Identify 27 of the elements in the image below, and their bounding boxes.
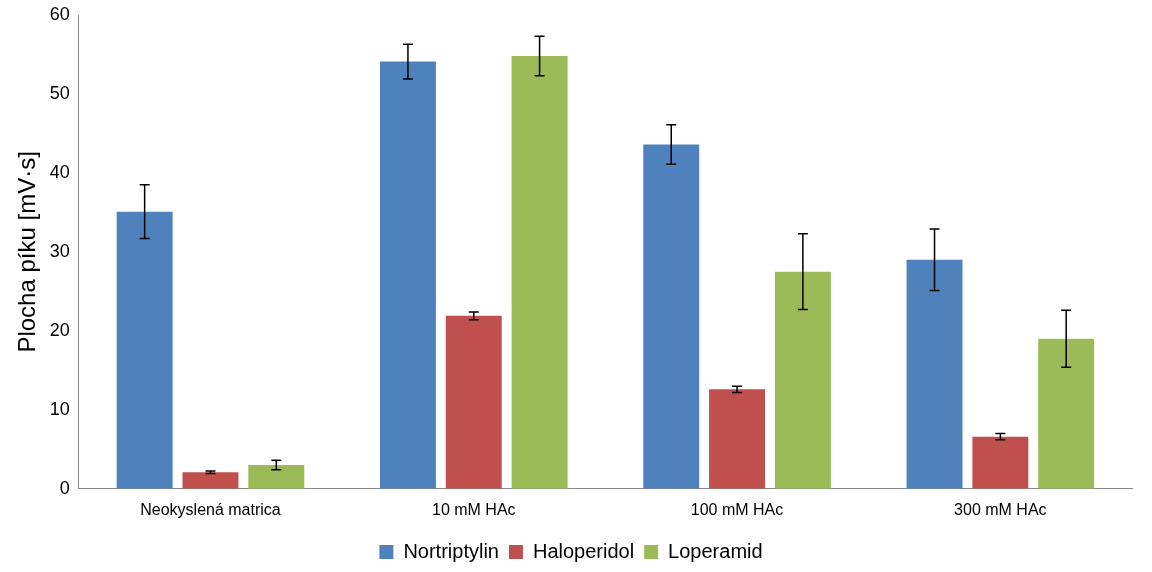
x-tick-label: 300 mM HAc xyxy=(954,500,1047,518)
bar xyxy=(116,211,173,489)
y-axis-title: Plocha píku [mV·s] xyxy=(13,151,41,353)
bar xyxy=(972,436,1029,489)
x-tick-label: 10 mM HAc xyxy=(431,500,516,518)
x-tick-label: Neokyslená matrica xyxy=(140,500,281,518)
legend-label: Loperamid xyxy=(668,539,763,562)
bar xyxy=(379,61,436,489)
bar xyxy=(1038,338,1095,489)
bar xyxy=(906,259,963,489)
bar xyxy=(643,144,700,489)
bar xyxy=(709,389,766,489)
bar xyxy=(774,271,831,489)
bar xyxy=(182,472,239,489)
legend-label: Nortriptylin xyxy=(403,539,499,562)
y-tick-label: 50 xyxy=(49,82,70,103)
y-tick-label: 0 xyxy=(59,477,70,498)
x-tick-label: 100 mM HAc xyxy=(690,500,784,518)
y-tick-label: 60 xyxy=(49,3,70,24)
y-tick-label: 40 xyxy=(49,161,70,182)
bar xyxy=(511,56,568,489)
y-tick-label: 30 xyxy=(49,240,70,261)
bar xyxy=(248,465,305,489)
y-tick-label: 10 xyxy=(49,398,70,419)
bar xyxy=(445,315,502,489)
legend-label: Haloperidol xyxy=(532,539,635,562)
y-tick-label: 20 xyxy=(49,319,70,340)
